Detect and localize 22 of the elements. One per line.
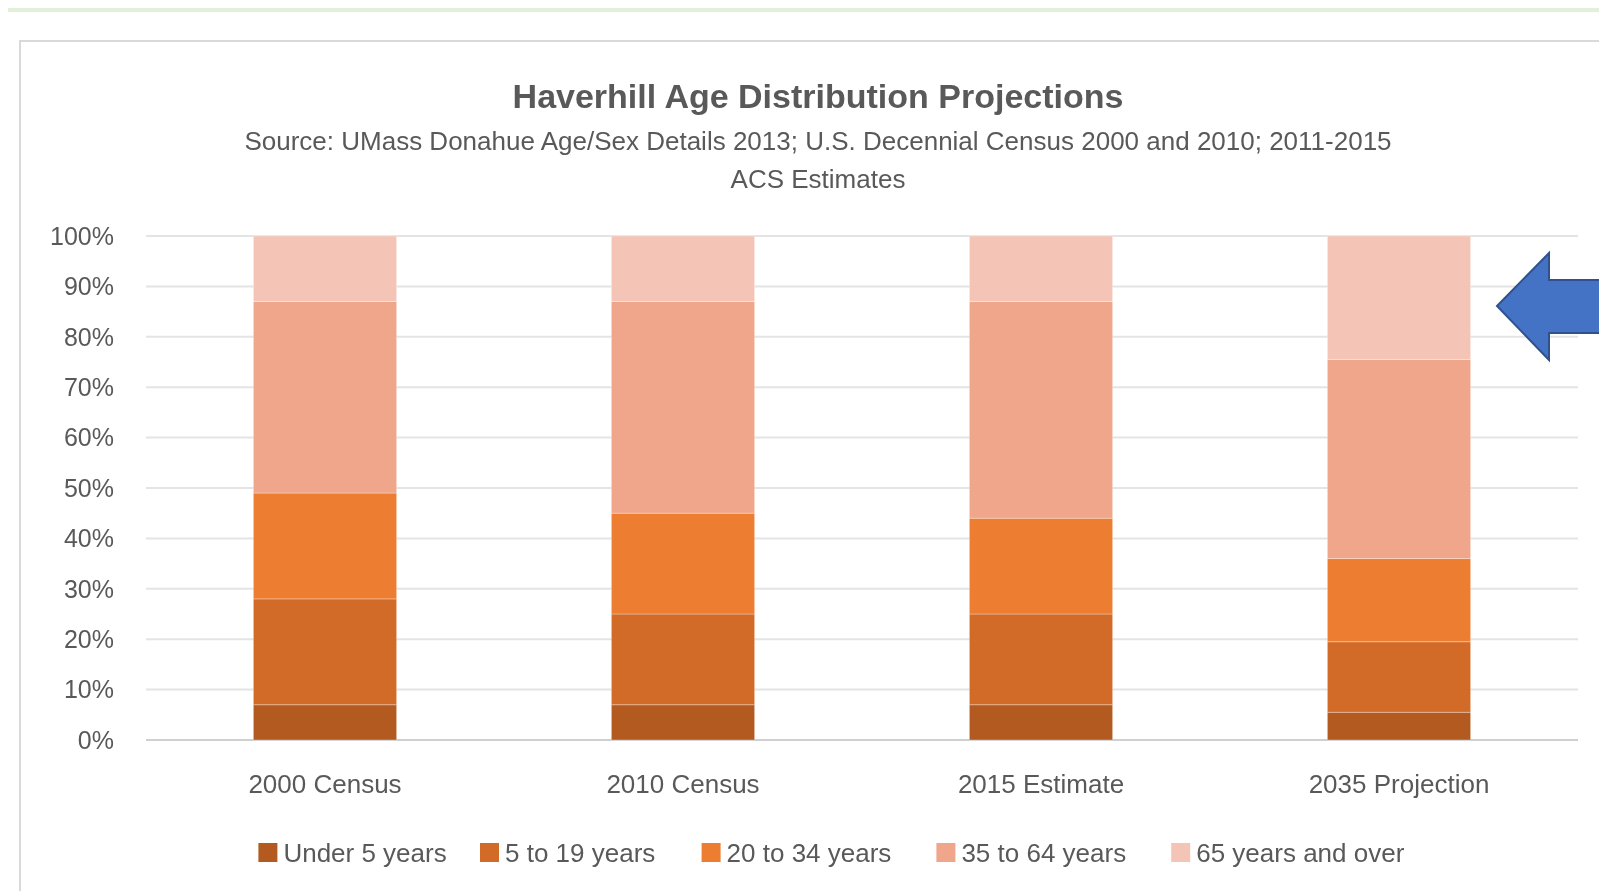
x-tick-label: 2035 Projection (1308, 769, 1490, 799)
y-tick-label: 90% (63, 272, 114, 301)
legend-label: Under 5 years (283, 838, 447, 869)
y-tick-label: 20% (63, 624, 114, 653)
y-tick-label: 70% (63, 372, 114, 401)
legend-label: 20 to 34 years (726, 838, 892, 869)
y-tick-label: 30% (63, 574, 114, 603)
y-tick-label: 80% (63, 322, 114, 351)
y-tick-label: 60% (63, 423, 114, 452)
x-tick-label: 2010 Census (606, 769, 760, 799)
legend-label: 35 to 64 years (961, 838, 1127, 869)
y-tick-label: 50% (63, 473, 114, 502)
legend-label: 65 years and over (1196, 838, 1405, 869)
y-tick-label: 40% (63, 524, 114, 553)
x-tick-label: 2000 Census (248, 769, 402, 799)
y-tick-label: 100% (50, 221, 114, 250)
y-tick-label: 10% (63, 675, 114, 704)
y-tick-label: 0% (77, 725, 114, 754)
chart-title: Haverhill Age Distribution Projections (512, 77, 1124, 115)
x-tick-label: 2015 Estimate (957, 769, 1125, 799)
chart-subtitle: Source: UMass Donahue Age/Sex Details 2013; U.S. Decennial Census 2000 and 2010; 2011-2015 ACS Estimates (244, 126, 1392, 194)
legend-label: 5 to 19 years (505, 838, 656, 869)
